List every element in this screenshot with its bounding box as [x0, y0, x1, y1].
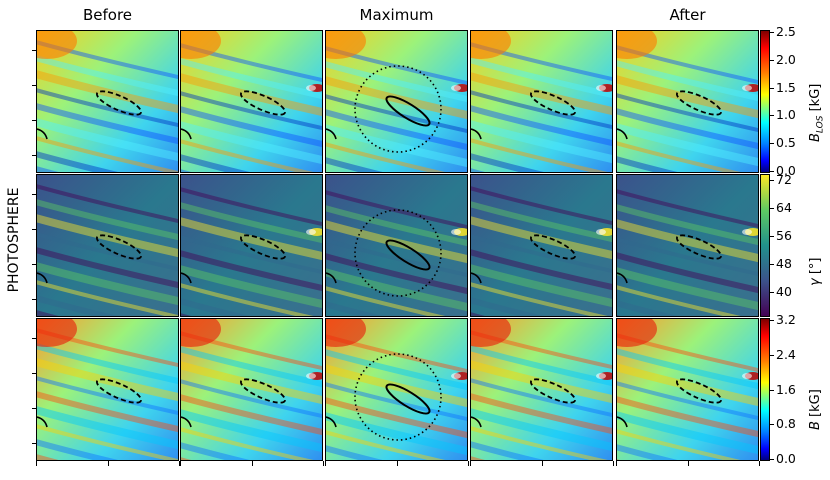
panel-b-before-1 [36, 318, 179, 461]
axis-tick [32, 194, 37, 195]
colorbar-tick-label: 1.5 [776, 79, 796, 95]
axis-tick [32, 50, 37, 51]
axis-tick [32, 373, 37, 374]
axis-tick [542, 461, 543, 466]
colorbar-tick [770, 59, 774, 61]
colorbar-tick [770, 171, 774, 172]
panel-gamma-maximum [325, 174, 468, 317]
colorbar-tick-label: 1.6 [776, 381, 796, 397]
axis-tick [108, 461, 109, 466]
panel-gamma-before-2 [180, 174, 323, 317]
row-label-photosphere: PHOTOSPHERE [0, 170, 28, 310]
colorbar-tick-label: 0.0 [776, 163, 796, 178]
axis-tick [180, 461, 181, 466]
axis-tick [616, 461, 617, 466]
colorbar-tick-label: 2.4 [776, 346, 796, 362]
colorbar-tick-label: 1.0 [776, 107, 796, 123]
colorbar-tick [770, 459, 774, 460]
axis-tick [32, 338, 37, 339]
colorbar-tick [770, 208, 774, 209]
panel-blos-before-2 [180, 30, 323, 173]
column-title-after: After [669, 6, 706, 24]
colorbar-tick-label: 2.0 [776, 51, 796, 67]
colorbar-tick-label: 48 [776, 256, 792, 271]
axis-tick [325, 461, 326, 466]
colorbar-tick [770, 180, 774, 181]
row-label-text: PHOTOSPHERE [6, 187, 22, 293]
panel-blos-before-1 [36, 30, 179, 173]
colorbar-tick [770, 264, 774, 265]
panel-b-after-2 [616, 318, 759, 461]
column-title-before: Before [82, 6, 133, 24]
axis-tick [32, 408, 37, 409]
colorbar-tick-label: 3.2 [776, 312, 796, 327]
panel-b-after-1 [470, 318, 613, 461]
axis-tick [179, 461, 180, 466]
colorbar-gamma [760, 174, 770, 317]
axis-tick [32, 85, 37, 86]
panel-gamma-after-2 [616, 174, 759, 317]
colorbar-tick-label: 64 [776, 200, 792, 215]
colorbar-tick-label: 56 [776, 228, 792, 243]
axis-tick [32, 264, 37, 265]
colorbar-tick [770, 320, 774, 321]
colorbar-tick-label: 72 [776, 172, 792, 187]
axis-tick [36, 461, 37, 466]
panel-b-before-2 [180, 318, 323, 461]
colorbar-tick [770, 354, 774, 356]
colorbar-title-gamma: γ [°] [808, 257, 823, 286]
colorbar-blos [760, 30, 770, 173]
colorbar-tick-label: 0.8 [776, 416, 796, 432]
axis-tick [397, 461, 398, 466]
axis-tick [613, 461, 614, 466]
panel-blos-after-1 [470, 30, 613, 173]
colorbar-tick-label: 0.0 [776, 451, 796, 466]
axis-tick [32, 120, 37, 121]
colorbar-tick [770, 424, 774, 426]
axis-tick [323, 461, 324, 466]
colorbar-tick-label: 40 [776, 284, 792, 299]
axis-tick [252, 461, 253, 466]
colorbar-tick [770, 87, 774, 89]
axis-tick [32, 299, 37, 300]
colorbar-tick [770, 32, 774, 33]
colorbar-tick [770, 115, 774, 117]
column-title-maximum: Maximum [359, 6, 434, 24]
axis-tick [759, 461, 760, 466]
colorbar-tick [770, 236, 774, 237]
axis-tick [470, 461, 471, 466]
colorbar-tick [770, 292, 774, 293]
colorbar-tick-label: 2.5 [776, 24, 796, 39]
colorbar-title-blos: BLOS [kG] [808, 83, 826, 142]
panel-blos-maximum [325, 30, 468, 173]
panel-gamma-after-1 [470, 174, 613, 317]
panel-b-maximum [325, 318, 468, 461]
colorbar-tick [770, 143, 774, 145]
axis-tick [32, 155, 37, 156]
axis-tick [468, 461, 469, 466]
panel-gamma-before-1 [36, 174, 179, 317]
panel-blos-after-2 [616, 30, 759, 173]
axis-tick [32, 443, 37, 444]
colorbar-b [760, 318, 770, 461]
colorbar-tick [770, 389, 774, 391]
axis-tick [32, 229, 37, 230]
axis-tick [688, 461, 689, 466]
colorbar-title-b: B [kG] [808, 388, 823, 430]
colorbar-tick-label: 0.5 [776, 135, 796, 151]
